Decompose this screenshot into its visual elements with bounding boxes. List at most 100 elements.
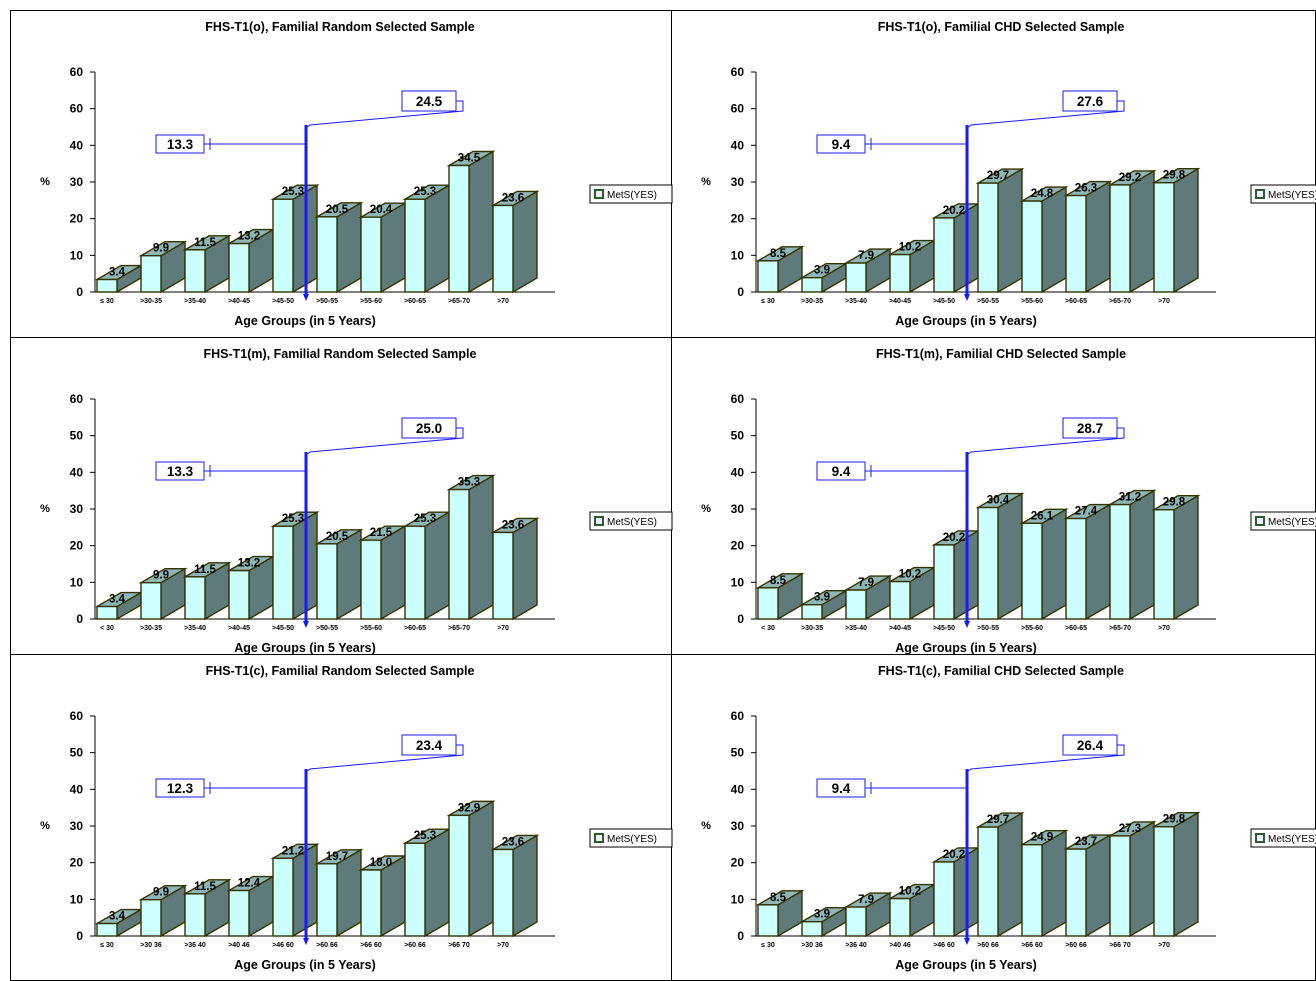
y-tick-label: 20 (731, 539, 745, 553)
y-tick-label: 40 (70, 138, 84, 152)
bar-value-label: 20.5 (326, 204, 349, 216)
bar-7 (1065, 194, 1087, 293)
bar-value-label: 7.9 (858, 250, 874, 262)
legend-swatch (594, 516, 604, 526)
legend-label: MetS(YES) (1268, 517, 1316, 528)
x-tick-label: >60-65 (404, 298, 426, 305)
bar-value-label: 23.6 (502, 519, 524, 531)
y-tick-label: 20 (70, 856, 84, 870)
bar-5-side (336, 201, 362, 294)
bar-value-label: 20.2 (943, 849, 965, 861)
x-axis-label: Age Groups (in 5 Years) (895, 641, 1036, 655)
y-tick-label: 0 (76, 285, 83, 299)
bar-7 (404, 842, 426, 937)
x-tick-label: >46 60 (272, 942, 294, 949)
bars (755, 489, 1201, 621)
bar-value-label: 29.8 (1163, 170, 1186, 182)
bar-0 (757, 904, 779, 937)
callout-left-leader (204, 138, 306, 150)
callout-left-value: 13.3 (167, 464, 194, 479)
bar-7-side (1085, 180, 1111, 294)
y-tick-label: 20 (731, 856, 745, 870)
bar-8 (1109, 184, 1131, 293)
bar-0 (757, 260, 779, 293)
chart-panel: FHS-T1(o), Familial Random Selected Samp… (40, 20, 673, 328)
bar-5 (316, 863, 338, 937)
bar-1 (140, 254, 162, 293)
x-tick-label: >45-50 (272, 625, 294, 632)
bar-6 (1021, 200, 1043, 293)
bar-9-side (1173, 167, 1199, 294)
bar-9-side (512, 834, 538, 938)
x-tick-label: >30-35 (801, 625, 823, 632)
callout-right-value: 23.4 (416, 738, 443, 753)
bar-6 (360, 539, 382, 620)
bar-6 (1021, 522, 1043, 620)
bar-8-side (468, 474, 494, 621)
y-tick-label: 60 (70, 709, 84, 723)
y-tick-label: 60 (731, 65, 745, 79)
y-tick-label: 0 (737, 929, 744, 943)
bar-8-side (468, 800, 494, 938)
bar-value-label: 11.5 (194, 881, 216, 893)
legend-swatch (594, 833, 604, 843)
callout-left-value: 9.4 (832, 464, 851, 479)
bar-5 (316, 216, 338, 293)
y-axis-label: % (701, 503, 711, 515)
bar-value-label: 25.3 (414, 830, 436, 842)
bar-value-label: 20.4 (370, 204, 393, 216)
bar-value-label: 25.3 (414, 513, 436, 525)
x-axis-label: Age Groups (in 5 Years) (234, 641, 375, 655)
callout-right-leader (966, 100, 1125, 129)
bar-value-label: 34.5 (458, 153, 481, 165)
callout-right-value: 26.4 (1077, 738, 1104, 753)
x-tick-label: >50-55 (977, 298, 999, 305)
x-tick-label: >36 40 (845, 942, 867, 949)
bar-2 (184, 893, 206, 937)
y-tick-label: 20 (70, 539, 84, 553)
x-tick-label: ≤ 30 (100, 942, 114, 949)
bar-4 (933, 861, 955, 937)
bar-6-side (1041, 508, 1067, 621)
y-tick-label: 60 (731, 709, 745, 723)
bar-value-label: 3.4 (109, 267, 126, 279)
x-tick-label: >60 66 (316, 942, 338, 949)
x-tick-label: < 30 (100, 625, 114, 632)
x-tick-label: >40 46 (889, 942, 911, 949)
x-tick-label: >65-70 (448, 625, 470, 632)
y-tick-label: 60 (731, 102, 745, 116)
bar-7-side (1085, 503, 1111, 621)
bar-0 (96, 922, 118, 937)
legend-swatch (1255, 833, 1265, 843)
bar-value-label: 7.9 (858, 894, 874, 906)
y-tick-label: 60 (70, 102, 84, 116)
x-tick-label: >65-70 (448, 298, 470, 305)
callout-right-leader (966, 427, 1125, 456)
bars (94, 474, 540, 621)
bar-9-side (1173, 494, 1199, 621)
y-axis-label: % (40, 176, 50, 188)
bar-1 (801, 604, 823, 620)
bar-value-label: 8.5 (770, 248, 787, 260)
x-tick-label: >70 (1158, 942, 1170, 949)
y-axis-label: % (701, 820, 711, 832)
bar-8-side (1129, 169, 1155, 294)
y-tick-label: 20 (731, 212, 745, 226)
bar-9 (492, 531, 514, 620)
callout-left-leader (204, 465, 306, 477)
legend-swatch (1255, 189, 1265, 199)
chart-title: FHS-T1(o), Familial CHD Selected Sample (878, 20, 1125, 34)
x-tick-label: >70 (497, 298, 509, 305)
legend-label: MetS(YES) (607, 517, 657, 528)
x-tick-label: >70 (1158, 625, 1170, 632)
y-tick-label: 40 (731, 138, 745, 152)
bar-5-side (997, 811, 1023, 938)
x-tick-label: >40 46 (228, 942, 250, 949)
bar-8 (448, 814, 470, 937)
bar-4 (272, 198, 294, 293)
x-tick-label: >35-40 (184, 625, 206, 632)
bar-value-label: 9.9 (153, 243, 169, 255)
bar-value-label: 29.7 (987, 814, 1009, 826)
bar-1 (801, 277, 823, 293)
